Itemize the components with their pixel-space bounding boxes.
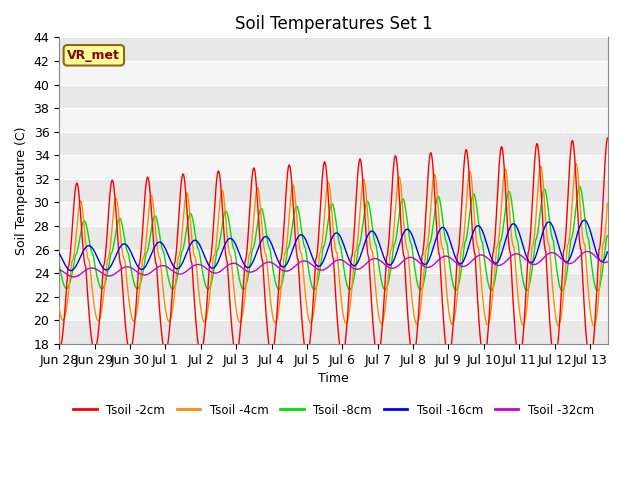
Bar [59,37,608,61]
Bar [59,273,608,297]
Title: Soil Temperatures Set 1: Soil Temperatures Set 1 [235,15,432,33]
Bar [59,297,608,320]
Legend: Tsoil -2cm, Tsoil -4cm, Tsoil -8cm, Tsoil -16cm, Tsoil -32cm: Tsoil -2cm, Tsoil -4cm, Tsoil -8cm, Tsoi… [68,399,598,421]
Bar [59,108,608,132]
Text: VR_met: VR_met [67,49,120,62]
Bar [59,179,608,203]
Bar [59,250,608,273]
Bar [59,61,608,84]
Bar [59,155,608,179]
Bar [59,84,608,108]
Bar [59,226,608,250]
Bar [59,203,608,226]
Y-axis label: Soil Temperature (C): Soil Temperature (C) [15,126,28,255]
Bar [59,320,608,344]
X-axis label: Time: Time [318,372,349,385]
Bar [59,132,608,155]
